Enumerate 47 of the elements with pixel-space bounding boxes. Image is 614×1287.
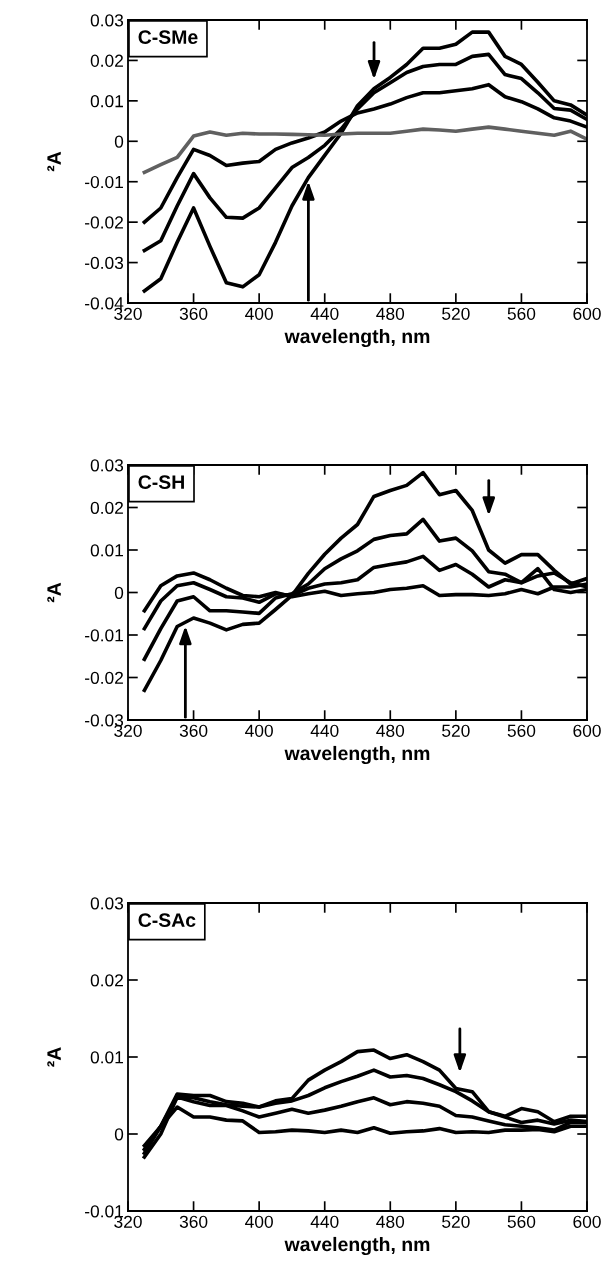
y-tick-label: 0.03	[90, 14, 124, 27]
y-tick-label: 0	[114, 135, 124, 148]
x-tick-label: 600	[573, 307, 601, 320]
x-tick-label: 520	[442, 307, 470, 320]
annotation: C-SMe	[138, 30, 198, 44]
x-tick-label: 480	[376, 1215, 405, 1228]
x-tick-label: 560	[507, 724, 536, 737]
y-tick-label: 0.02	[90, 974, 123, 987]
x-tick-label: 560	[507, 307, 536, 320]
y-tick-label: 0.03	[90, 459, 124, 472]
x-tick-label: 440	[310, 307, 339, 320]
x-tick-label: 400	[245, 724, 273, 737]
y-tick-label: -0.02	[85, 216, 123, 229]
y-axis-title: ²A	[47, 1047, 61, 1067]
y-tick-label: -0.01	[85, 175, 123, 189]
y-tick-label: 0	[114, 1128, 124, 1141]
x-axis-title: wavelength, nm	[284, 328, 430, 348]
y-tick-label: 0	[114, 586, 124, 599]
y-tick-label: -0.02	[85, 671, 123, 684]
x-tick-label: 600	[573, 724, 601, 737]
x-tick-label: 480	[376, 307, 405, 320]
x-tick-label: 520	[442, 724, 470, 737]
y-tick-label: 0.02	[90, 501, 123, 514]
annotation: C-SAc	[138, 913, 196, 927]
y-tick-label: 0.01	[90, 1051, 123, 1064]
x-tick-label: 520	[442, 1215, 470, 1228]
x-tick-label: 360	[179, 724, 208, 737]
x-tick-label: 360	[179, 1215, 208, 1228]
y-tick-label: -0.03	[85, 256, 124, 270]
x-tick-label: 400	[245, 307, 273, 320]
y-tick-label: 0.01	[90, 95, 123, 108]
x-tick-label: 400	[245, 1215, 273, 1228]
x-tick-label: 560	[507, 1215, 536, 1228]
x-tick-label: 600	[573, 1215, 601, 1228]
y-axis-title: ²A	[47, 151, 61, 172]
y-tick-label: -0.01	[85, 629, 123, 642]
annotation: C-SH	[138, 475, 184, 489]
x-tick-label: 360	[179, 307, 208, 320]
y-tick-label: 0.03	[90, 897, 124, 910]
y-tick-label: 0.02	[90, 54, 123, 67]
x-axis-title: wavelength, nm	[284, 745, 430, 765]
x-axis-title: wavelength, nm	[284, 1236, 430, 1256]
x-tick-label: 440	[310, 724, 339, 737]
x-tick-label: 480	[376, 724, 405, 737]
y-tick-label: 0.01	[90, 544, 123, 557]
x-tick-label: 440	[310, 1215, 339, 1228]
y-axis-title: ²A	[47, 582, 61, 603]
